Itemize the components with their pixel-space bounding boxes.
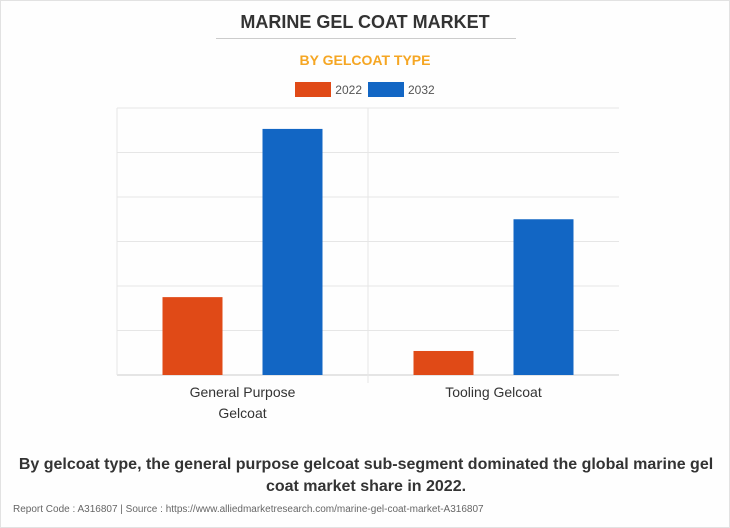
- x-tick-label: General Purpose: [190, 384, 296, 400]
- legend-swatch: [368, 82, 404, 97]
- x-tick-label: Tooling Gelcoat: [445, 384, 542, 400]
- legend-item-2032[interactable]: 2032: [368, 82, 435, 97]
- chart-subtitle: BY GELCOAT TYPE: [299, 52, 431, 68]
- bar-2022: [162, 297, 223, 375]
- chart-caption: By gelcoat type, the general purpose gel…: [18, 456, 714, 495]
- legend-item-2022[interactable]: 2022: [295, 82, 362, 97]
- bar-2022: [413, 350, 474, 375]
- legend-label: 2032: [408, 82, 435, 97]
- bar-2032: [262, 128, 323, 375]
- legend-label: 2022: [335, 82, 362, 97]
- title-divider: [216, 38, 516, 39]
- x-tick-label: Gelcoat: [218, 405, 266, 421]
- legend: 2022 2032: [1, 82, 729, 97]
- bar-chart-plot: General Purpose Gelcoat Tooling Gelcoat: [116, 107, 619, 421]
- legend-swatch: [295, 82, 332, 97]
- bar-2032: [513, 219, 574, 375]
- chart-title: MARINE GEL COAT MARKET: [240, 12, 490, 32]
- source-footer: Report Code : A316807 | Source : https:/…: [13, 504, 484, 515]
